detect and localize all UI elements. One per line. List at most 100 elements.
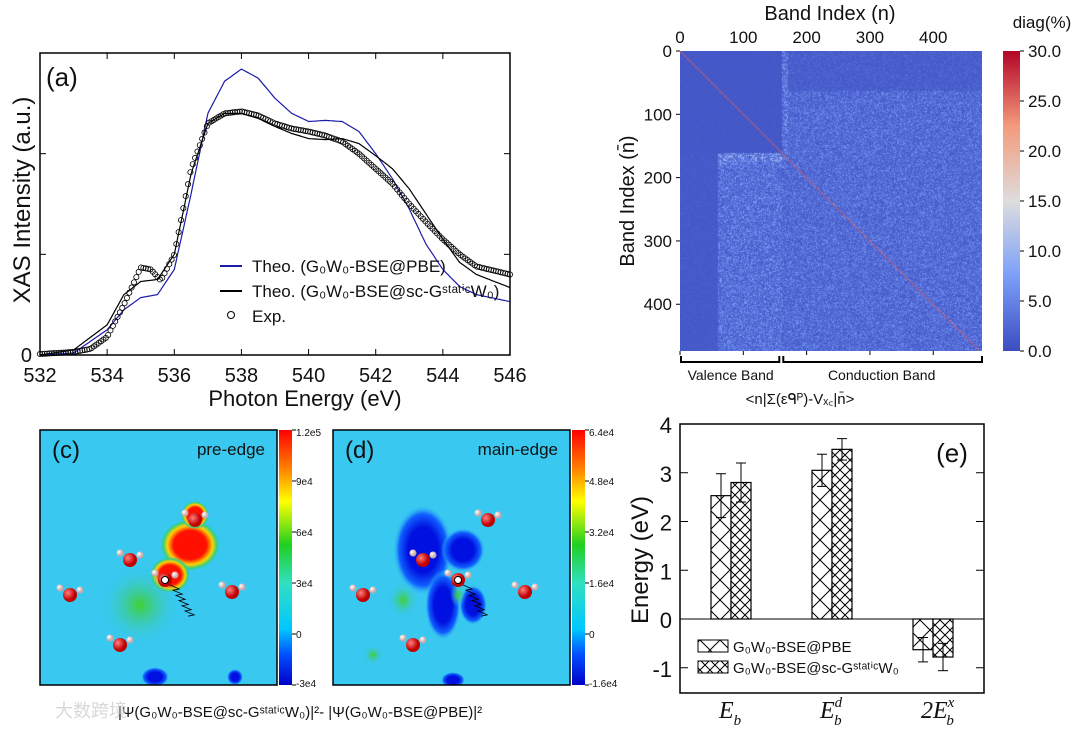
x-category-label: Eb [718, 698, 742, 729]
caption-cd: |Ψ(G₀W₀-BSE@sc-GˢᵗᵃᵗⁱᶜW₀)|²- |Ψ(G₀W₀-BSE… [118, 704, 482, 721]
oxygen-atom [225, 585, 239, 599]
y-axis-label: Band Index (n̄) [616, 135, 639, 266]
hydrogen-atom [76, 586, 84, 594]
exp-data-point [44, 350, 51, 357]
y-tick-label: 200 [644, 169, 672, 188]
exp-data-point [55, 349, 62, 356]
exp-data-point [196, 142, 203, 149]
oxygen-atom [113, 638, 127, 652]
xray-photon-icon [462, 584, 489, 617]
y-axis-label: XAS Intensity (a.u.) [9, 97, 36, 304]
x-tick-label: 100 [729, 28, 757, 47]
y-tick-label: 4 [660, 413, 672, 438]
oxygen-atom [406, 638, 420, 652]
exp-data-point [53, 350, 60, 357]
exp-data-point [128, 284, 135, 291]
y-tick-label: 100 [644, 105, 672, 124]
exp-data-point [107, 327, 114, 334]
hydrogen-atom [369, 586, 377, 594]
cat-sub: b [834, 713, 842, 729]
colorbar-tick-label: 0 [296, 630, 302, 641]
legend-label: Theo. (G₀W₀-BSE@sc-GˢᵗᵃᵗⁱᶜW₀) [252, 282, 499, 301]
x-tick-label: 200 [792, 28, 820, 47]
y-tick-label: -1 [652, 657, 672, 682]
legend-label: G₀W₀-BSE@PBE [733, 639, 852, 656]
exp-data-point [222, 110, 229, 117]
hydrogen-atom [419, 636, 427, 644]
exp-data-point [201, 129, 208, 136]
exp-data-point [189, 161, 196, 168]
x-axis-label: Band Index (n) [764, 3, 895, 25]
colorbar-tick-label: 30.0 [1028, 42, 1061, 61]
colorbar-tick-label: 6.4e4 [589, 428, 614, 439]
exp-data-point [234, 108, 241, 115]
watermark: 大数跨境 [55, 701, 127, 721]
exp-data-point [194, 148, 201, 155]
colorbar [279, 430, 292, 685]
excited-atom-marker [161, 576, 169, 584]
series-line-0 [39, 68, 511, 356]
bar-0-1 [811, 469, 833, 620]
legend-label: Exp. [252, 307, 286, 326]
colorbar-tick-label: 0 [589, 630, 595, 641]
exp-data-point [185, 181, 192, 188]
map-title: pre-edge [197, 440, 265, 459]
map-frame [39, 429, 278, 686]
hydrogen-atom [126, 636, 134, 644]
exp-data-point [180, 205, 187, 212]
density-blob [100, 565, 180, 645]
hydrogen-atom [106, 634, 114, 642]
hydrogen-atom [429, 551, 437, 559]
y-axis-label: Energy (eV) [627, 496, 654, 624]
panel-label: (a) [46, 62, 78, 92]
exp-data-point [133, 274, 140, 281]
valence-band-label: Valence Band [688, 367, 774, 383]
cat-base: E [819, 698, 835, 724]
exp-data-point [168, 256, 175, 263]
hydrogen-atom [409, 549, 417, 557]
hydrogen-atom [349, 584, 357, 592]
exp-data-point [39, 350, 46, 357]
x-tick-label: 532 [23, 365, 56, 387]
valence-bracket [680, 356, 781, 363]
panel-d-main-edge-map: (d) main-edge 6.4e4 4.8e4 3.2e4 1.6e4 0 -1.6e4 [332, 428, 618, 690]
exp-data-point [60, 349, 67, 356]
colorbar-tick-label: -3e4 [296, 679, 316, 690]
exp-data-point [227, 109, 234, 116]
x-tick-label: 0 [675, 28, 684, 47]
density-blob [388, 582, 418, 618]
conduction-bracket [782, 356, 983, 363]
density-blob [227, 669, 243, 685]
legend-label: G₀W₀-BSE@sc-GˢᵗᵃᵗⁱᶜW₀ [733, 660, 899, 677]
colorbar-tick-label: 6e4 [296, 528, 313, 539]
hydrogen-atom [151, 569, 159, 577]
exp-data-point [166, 261, 173, 268]
hydrogen-atom [464, 571, 472, 579]
oxygen-atom [63, 588, 77, 602]
map-background [40, 430, 277, 685]
exp-data-point [41, 350, 48, 357]
exp-data-point [37, 350, 44, 357]
exp-data-point [175, 229, 182, 236]
density-blob [363, 645, 383, 665]
exp-data-point [232, 109, 239, 116]
exp-data-point [116, 309, 123, 316]
hydrogen-atom [531, 583, 539, 591]
exp-data-point [126, 289, 133, 296]
map-frame [332, 429, 571, 686]
colorbar-tick-label: 0.0 [1028, 342, 1052, 361]
legend-swatch [697, 660, 729, 674]
exp-data-point [114, 313, 121, 320]
y-tick-label: 0 [663, 42, 672, 61]
colorbar-tick-label: 15.0 [1028, 192, 1061, 211]
x-tick-label: 300 [856, 28, 884, 47]
oxygen-atom [123, 553, 137, 567]
hydrogen-atom [181, 509, 189, 517]
exp-data-point [182, 193, 189, 200]
panel-label: (e) [936, 438, 968, 468]
oxygen-atom [518, 585, 532, 599]
y-tick-label: 2 [660, 511, 672, 536]
cat-sup: x [947, 695, 955, 711]
colorbar [1003, 51, 1020, 351]
